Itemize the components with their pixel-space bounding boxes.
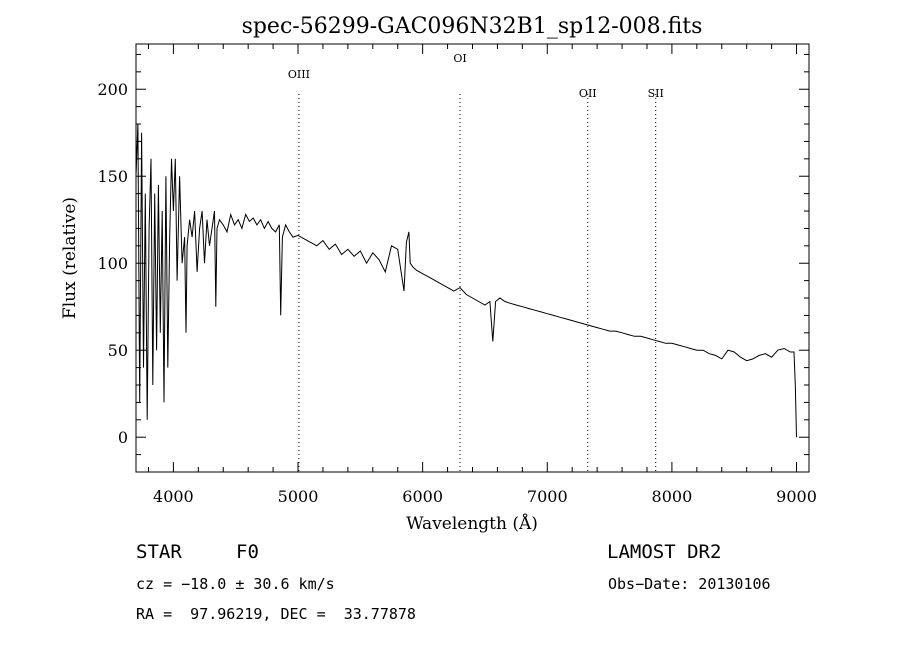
annotation-label: OII <box>579 87 597 100</box>
coordinates: RA = 97.96219, DEC = 33.77878 <box>136 605 416 623</box>
annotation-label: SII <box>648 87 664 100</box>
x-tick-label: 5000 <box>278 487 319 506</box>
y-tick-label: 100 <box>97 254 128 273</box>
annotation-label: OI <box>453 52 466 65</box>
y-tick-label: 150 <box>97 167 128 186</box>
x-axis-label: Wavelength (Å) <box>406 513 538 534</box>
x-tick-label: 7000 <box>527 487 568 506</box>
line-annotations: OIII OI OII SII <box>288 52 664 472</box>
object-subclass: F0 <box>236 541 259 563</box>
x-tick-label: 6000 <box>402 487 443 506</box>
redshift-text: cz = −18.0 ± 30.6 km/s <box>136 575 335 593</box>
y-axis: 0 50 100 150 200 <box>97 53 809 456</box>
x-axis: 4000 5000 6000 7000 8000 9000 <box>147 44 817 506</box>
y-axis-label: Flux (relative) <box>60 197 80 319</box>
x-tick-label: 9000 <box>776 487 817 506</box>
object-type: STAR <box>136 541 182 563</box>
annotation-label: OIII <box>288 68 310 81</box>
spectrum-line <box>135 123 797 438</box>
obs-date: Obs−Date: 20130106 <box>608 575 771 593</box>
x-tick-label: 8000 <box>652 487 693 506</box>
x-tick-label: 4000 <box>153 487 194 506</box>
y-tick-label: 200 <box>97 80 128 99</box>
chart-title: spec-56299-GAC096N32B1_sp12-008.fits <box>242 14 703 39</box>
plot-frame <box>135 43 810 473</box>
survey-name: LAMOST DR2 <box>607 541 722 563</box>
y-tick-label: 0 <box>118 428 128 447</box>
y-tick-label: 50 <box>108 341 128 360</box>
